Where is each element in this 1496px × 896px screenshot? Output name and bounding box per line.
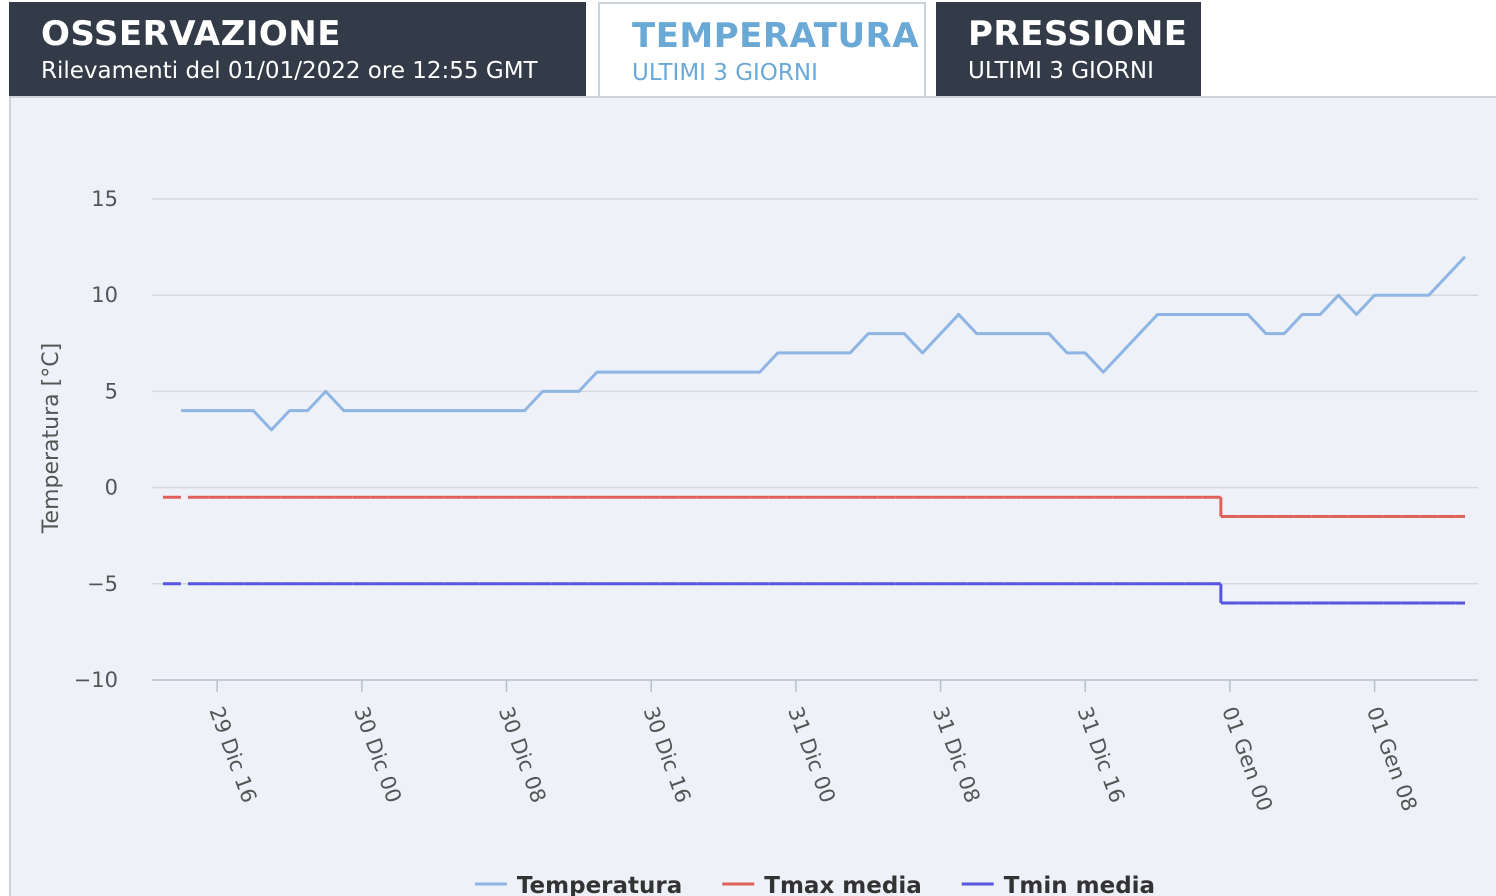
- x-tick-label: 01 Gen 00: [1217, 704, 1277, 815]
- x-tick-label: 30 Dic 16: [638, 704, 695, 807]
- x-tick-label: 30 Dic 00: [349, 704, 406, 807]
- tab-subtitle: Rilevamenti del 01/01/2022 ore 12:55 GMT: [41, 58, 538, 84]
- tab-title: TEMPERATURA: [632, 16, 920, 56]
- y-tick-label: 10: [91, 283, 118, 307]
- tab-subtitle: ULTIMI 3 GIORNI: [968, 58, 1154, 84]
- data-line: [181, 255, 1467, 432]
- y-tick-label: −10: [74, 668, 118, 692]
- legend-label: Tmin media: [1004, 873, 1155, 896]
- tab[interactable]: PRESSIONE ULTIMI 3 GIORNI: [936, 2, 1201, 96]
- x-tick-label: 31 Dic 00: [783, 704, 840, 807]
- tab[interactable]: TEMPERATURA ULTIMI 3 GIORNI: [598, 2, 926, 98]
- tab-title: OSSERVAZIONE: [41, 14, 341, 54]
- y-tick-label: 5: [105, 379, 118, 403]
- x-tick-label: 01 Gen 08: [1362, 704, 1422, 815]
- y-tick-label: −5: [87, 572, 118, 596]
- x-tick-label: 29 Dic 16: [204, 704, 261, 807]
- legend-label: Tmax media: [764, 873, 921, 896]
- y-axis-title: Temperatura [°C]: [39, 343, 64, 534]
- tab[interactable]: OSSERVAZIONE Rilevamenti del 01/01/2022 …: [9, 2, 586, 96]
- x-tick-label: 31 Dic 16: [1073, 704, 1130, 807]
- legend-label: Temperatura: [517, 873, 682, 896]
- tab-title: PRESSIONE: [968, 14, 1188, 54]
- y-tick-label: 15: [91, 187, 118, 211]
- x-tick-label: 31 Dic 08: [928, 704, 985, 807]
- y-tick-label: 0: [105, 476, 118, 500]
- tab-subtitle: ULTIMI 3 GIORNI: [632, 60, 818, 86]
- x-tick-label: 30 Dic 08: [494, 704, 551, 807]
